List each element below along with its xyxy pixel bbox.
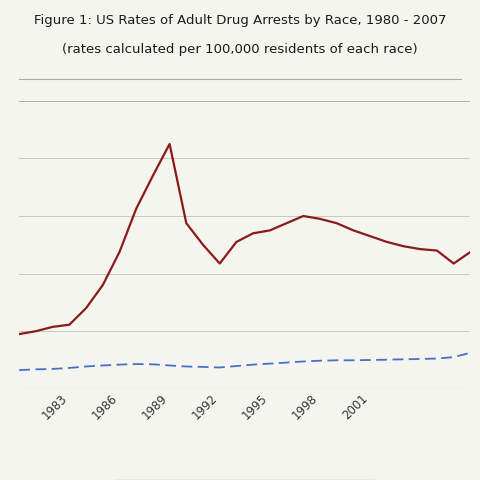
Text: (rates calculated per 100,000 residents of each race): (rates calculated per 100,000 residents … bbox=[62, 43, 418, 56]
Black Arrests bbox=[334, 220, 339, 226]
Black Arrests bbox=[150, 173, 156, 179]
Black Arrests bbox=[83, 305, 89, 311]
White Arrests bbox=[250, 362, 256, 368]
White Arrests bbox=[16, 367, 22, 373]
Black Arrests bbox=[33, 328, 39, 334]
Black Arrests bbox=[468, 249, 473, 255]
Black Arrests bbox=[317, 216, 323, 222]
Black Arrests bbox=[401, 243, 407, 249]
Black Arrests bbox=[183, 220, 189, 226]
White Arrests bbox=[300, 359, 306, 364]
Black Arrests bbox=[66, 322, 72, 327]
Black Arrests bbox=[250, 230, 256, 236]
Black Arrests bbox=[117, 249, 122, 255]
White Arrests bbox=[334, 358, 339, 363]
Black Arrests bbox=[267, 228, 273, 233]
Black Arrests bbox=[16, 331, 22, 337]
White Arrests bbox=[468, 350, 473, 356]
Black Arrests bbox=[284, 220, 289, 226]
White Arrests bbox=[100, 362, 106, 368]
Black Arrests bbox=[384, 239, 390, 245]
Black Arrests bbox=[133, 206, 139, 212]
White Arrests bbox=[83, 364, 89, 370]
Black Arrests bbox=[234, 239, 240, 245]
White Arrests bbox=[133, 361, 139, 367]
White Arrests bbox=[367, 357, 373, 363]
White Arrests bbox=[33, 367, 39, 372]
White Arrests bbox=[167, 362, 172, 368]
White Arrests bbox=[384, 357, 390, 362]
Black Arrests bbox=[434, 248, 440, 253]
Black Arrests bbox=[200, 242, 206, 248]
White Arrests bbox=[434, 356, 440, 361]
Black Arrests bbox=[367, 233, 373, 239]
Black Arrests bbox=[167, 141, 172, 147]
White Arrests bbox=[117, 362, 122, 368]
Text: Figure 1: US Rates of Adult Drug Arrests by Race, 1980 - 2007: Figure 1: US Rates of Adult Drug Arrests… bbox=[34, 14, 446, 27]
White Arrests bbox=[418, 356, 423, 362]
White Arrests bbox=[200, 364, 206, 370]
White Arrests bbox=[350, 358, 356, 363]
White Arrests bbox=[150, 361, 156, 367]
Line: White Arrests: White Arrests bbox=[19, 353, 470, 370]
White Arrests bbox=[267, 361, 273, 367]
White Arrests bbox=[451, 354, 456, 360]
White Arrests bbox=[66, 365, 72, 371]
Black Arrests bbox=[100, 282, 106, 288]
White Arrests bbox=[234, 363, 240, 369]
Black Arrests bbox=[50, 324, 56, 330]
Line: Black Arrests: Black Arrests bbox=[19, 144, 470, 334]
White Arrests bbox=[183, 364, 189, 370]
White Arrests bbox=[217, 365, 223, 371]
White Arrests bbox=[284, 360, 289, 365]
Black Arrests bbox=[300, 213, 306, 219]
Black Arrests bbox=[350, 228, 356, 233]
Black Arrests bbox=[217, 261, 223, 266]
Black Arrests bbox=[418, 246, 423, 252]
White Arrests bbox=[317, 358, 323, 364]
Black Arrests bbox=[451, 261, 456, 266]
White Arrests bbox=[50, 366, 56, 372]
White Arrests bbox=[401, 356, 407, 362]
